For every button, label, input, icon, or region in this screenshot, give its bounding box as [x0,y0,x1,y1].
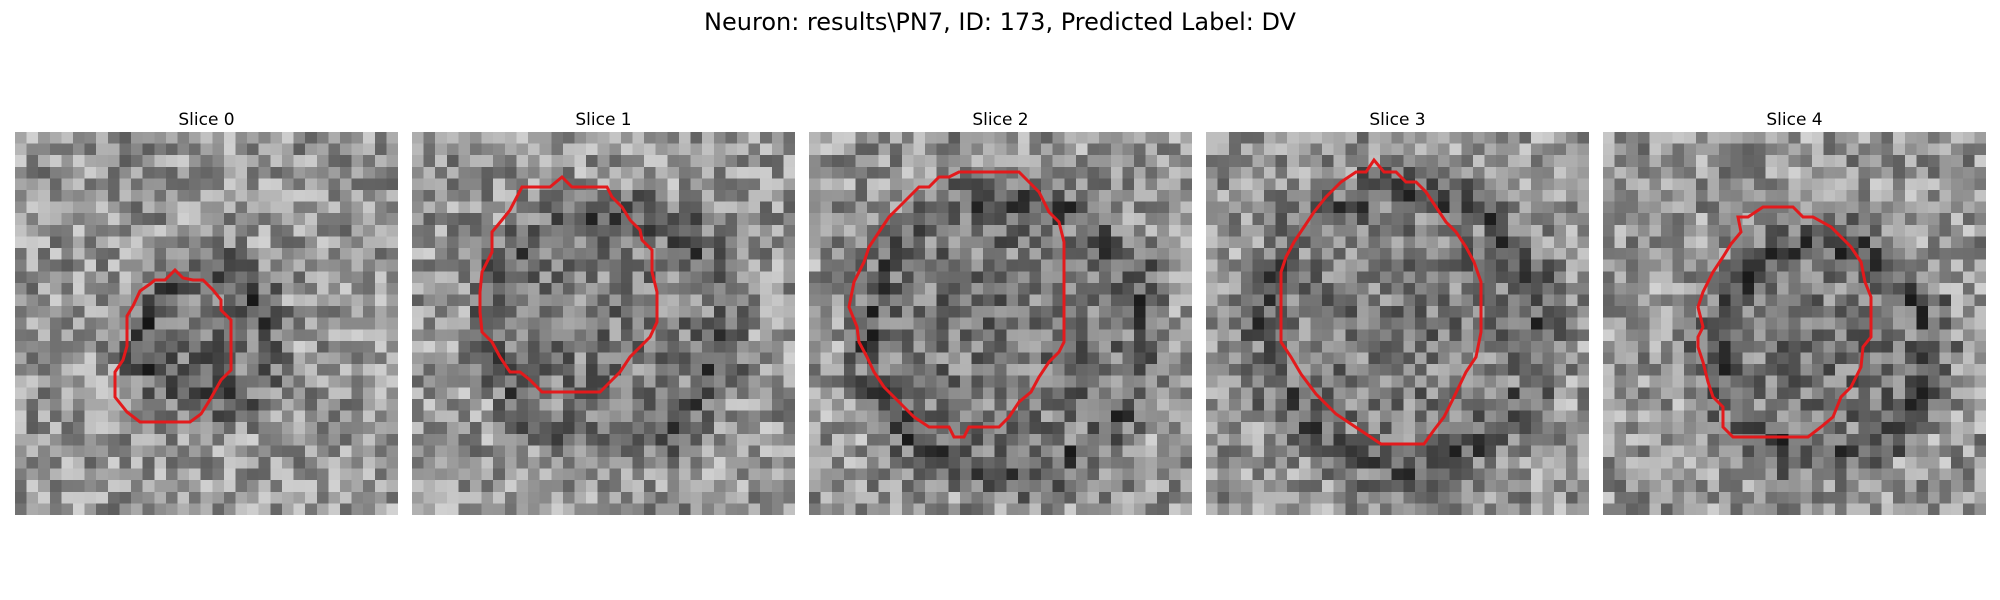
slice-micrograph-0 [15,132,398,515]
slice-panel-0: Slice 0 [15,108,398,515]
slice-title-3: Slice 3 [1369,110,1426,130]
contour-overlay-4 [1696,205,1873,439]
slice-panel-2: Slice 2 [809,108,1192,515]
slice-micrograph-1 [412,132,795,515]
slice-image-1 [412,132,795,515]
slice-title-2: Slice 2 [972,110,1029,130]
slice-panel-3: Slice 3 [1206,108,1589,515]
slice-title-1: Slice 1 [575,110,632,130]
slice-image-2 [809,132,1192,515]
contour-overlay-3 [1279,157,1483,446]
segmentation-contour-0 [113,267,233,424]
contour-overlay-1 [478,174,659,394]
slice-image-0 [15,132,398,515]
segmentation-contour-1 [478,174,659,394]
figure-title: Neuron: results\PN7, ID: 173, Predicted … [704,8,1296,36]
segmentation-contour-4 [1696,205,1873,439]
slice-micrograph-4 [1603,132,1986,515]
contour-overlay-0 [113,267,233,424]
slice-image-3 [1206,132,1589,515]
segmentation-contour-2 [847,170,1066,439]
slice-micrograph-2 [809,132,1192,515]
segmentation-contour-3 [1279,157,1483,446]
slice-micrograph-3 [1206,132,1589,515]
slice-panel-1: Slice 1 [412,108,795,515]
contour-overlay-2 [847,170,1066,439]
slice-title-0: Slice 0 [178,110,235,130]
slice-title-4: Slice 4 [1766,110,1823,130]
slice-panel-4: Slice 4 [1603,108,1986,515]
slice-image-4 [1603,132,1986,515]
